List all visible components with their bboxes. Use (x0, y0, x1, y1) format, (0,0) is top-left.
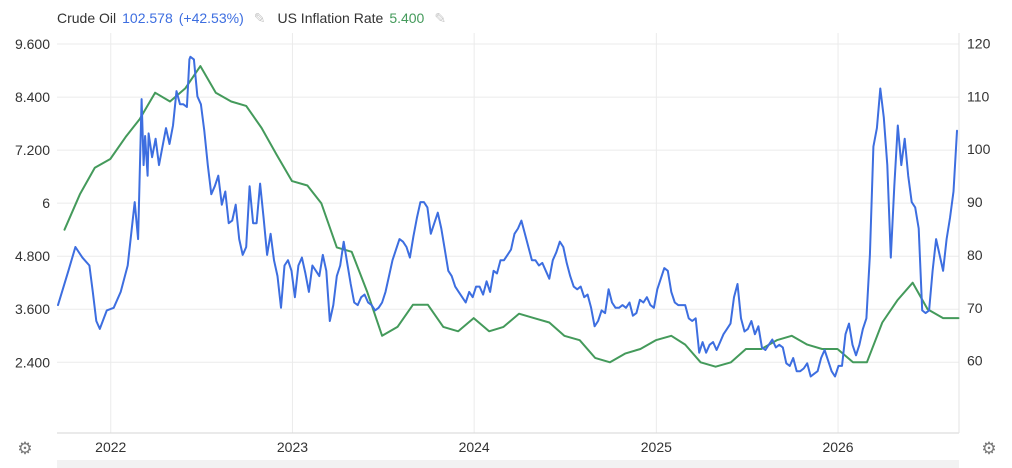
right-axis-tick-label: 110 (967, 88, 990, 104)
left-axis-tick-label: 6 (42, 195, 50, 211)
x-axis-scroll-strip[interactable] (57, 460, 959, 468)
series-layer (57, 55, 960, 378)
right-axis-tick-label: 70 (967, 300, 983, 316)
legend-oil-change: (+42.53%) (178, 10, 244, 26)
right-axis-tick-label: 100 (967, 141, 991, 157)
crude-oil-line (57, 55, 958, 378)
right-axis-tick-label: 60 (967, 353, 983, 369)
right-axis-tick-label: 120 (967, 36, 991, 52)
legend-oil-name: Crude Oil (57, 10, 117, 26)
left-axis-tick-label: 9.600 (15, 36, 50, 52)
legend-inflation-value: 5.400 (389, 10, 425, 26)
legend-inflation-name: US Inflation Rate (277, 10, 384, 26)
x-axis-tick-label: 2026 (822, 439, 853, 455)
legend-oil-value: 102.578 (122, 10, 173, 26)
axis-lines (57, 33, 960, 434)
x-axis-tick-label: 2022 (95, 439, 126, 455)
x-axis-tick-label: 2023 (277, 439, 308, 455)
left-axis-tick-label: 4.800 (15, 248, 50, 264)
us-inflation-line (63, 65, 960, 368)
right-axis-tick-label: 90 (967, 194, 983, 210)
gear-icon[interactable]: ⚙ (981, 439, 997, 458)
x-axis-tick-label: 2025 (641, 439, 672, 455)
grid-lines (57, 33, 959, 433)
x-axis-ticks: 2022 2023 2024 2025 2026 (95, 439, 854, 455)
pencil-icon[interactable]: ✎ (434, 9, 447, 26)
left-axis-ticks: 2.400 3.600 4.800 6 7.200 8.400 9.600 (15, 36, 50, 370)
pencil-icon[interactable]: ✎ (253, 9, 266, 26)
left-axis-tick-label: 2.400 (15, 354, 50, 370)
left-axis-tick-label: 7.200 (15, 142, 50, 158)
right-axis-ticks: 60 70 80 90 100 110 120 (967, 36, 991, 369)
chart-legend: Crude Oil 102.578 (+42.53%) ✎ US Inflati… (57, 8, 452, 28)
left-axis-tick-label: 3.600 (15, 301, 50, 317)
left-axis-tick-label: 8.400 (15, 89, 50, 105)
right-axis-tick-label: 80 (967, 247, 983, 263)
x-axis-tick-label: 2024 (459, 439, 490, 455)
gear-icon[interactable]: ⚙ (17, 439, 33, 458)
